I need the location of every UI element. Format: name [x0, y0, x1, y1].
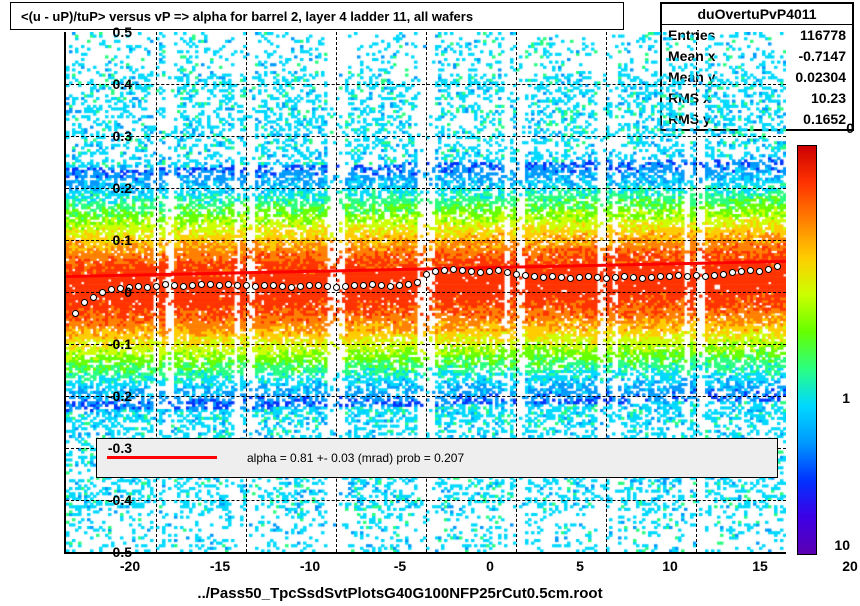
x-tick-label: -10: [300, 558, 320, 574]
profile-marker: [153, 283, 160, 290]
colorbar-label: 10: [834, 537, 850, 553]
profile-marker: [774, 263, 781, 270]
profile-marker: [765, 266, 772, 273]
x-axis-label: ../Pass50_TpcSsdSvtPlotsG40G100NFP25rCut…: [0, 585, 800, 602]
profile-marker: [513, 271, 520, 278]
stats-value: -0.7147: [799, 47, 846, 66]
profile-marker: [72, 310, 79, 317]
profile-marker: [207, 281, 214, 288]
y-tick-label: -0.5: [82, 544, 132, 560]
stats-value: 0.02304: [795, 68, 846, 87]
profile-marker: [387, 283, 394, 290]
y-tick-label: -0.3: [82, 440, 132, 456]
profile-marker: [288, 284, 295, 291]
profile-marker: [567, 275, 574, 282]
stats-value: 10.23: [811, 89, 846, 108]
profile-marker: [351, 282, 358, 289]
profile-marker: [333, 284, 340, 291]
profile-marker: [261, 282, 268, 289]
colorbar-extra-label: 0: [846, 120, 854, 136]
stats-name: duOvertuPvP4011: [662, 4, 852, 25]
y-tick-label: 0.5: [82, 24, 132, 40]
x-tick-label: 15: [752, 558, 768, 574]
x-tick-label: 10: [662, 558, 678, 574]
title-text: <(u - uP)/tuP> versus vP => alpha for ba…: [21, 9, 473, 24]
profile-marker: [252, 283, 259, 290]
profile-marker: [378, 282, 385, 289]
y-tick-label: 0.2: [82, 180, 132, 196]
profile-marker: [297, 283, 304, 290]
plot-area: -20-15-10-505101520alpha = 0.81 +- 0.03 …: [64, 32, 786, 554]
y-tick-label: -0.4: [82, 492, 132, 508]
profile-marker: [216, 282, 223, 289]
stats-value: 116778: [800, 26, 846, 45]
colorbar-label: 1: [842, 390, 850, 406]
profile-marker: [180, 283, 187, 290]
profile-marker: [711, 272, 718, 279]
x-tick-label: 20: [842, 558, 858, 574]
y-tick-label: 0.4: [82, 76, 132, 92]
profile-marker: [603, 275, 610, 282]
x-tick-label: 0: [486, 558, 494, 574]
profile-marker: [414, 279, 421, 286]
profile-marker: [135, 283, 142, 290]
x-tick-label: 5: [576, 558, 584, 574]
profile-marker: [306, 282, 313, 289]
legend-box: alpha = 0.81 +- 0.03 (mrad) prob = 0.207: [96, 438, 778, 478]
legend-text: alpha = 0.81 +- 0.03 (mrad) prob = 0.207: [247, 451, 464, 465]
x-tick-label: -20: [120, 558, 140, 574]
colorbar: [797, 145, 817, 555]
profile-marker: [720, 271, 727, 278]
profile-marker: [639, 275, 646, 282]
y-tick-label: 0.1: [82, 232, 132, 248]
legend-fit-line: [107, 456, 217, 459]
profile-marker: [234, 282, 241, 289]
profile-marker: [423, 271, 430, 278]
y-tick-label: -0.2: [82, 388, 132, 404]
stats-value: 0.1652: [803, 110, 846, 129]
y-tick-label: -0.1: [82, 336, 132, 352]
y-tick-label: 0.3: [82, 128, 132, 144]
profile-marker: [144, 284, 151, 291]
x-tick-label: -15: [210, 558, 230, 574]
profile-marker: [450, 266, 457, 273]
profile-marker: [342, 283, 349, 290]
profile-marker: [324, 283, 331, 290]
y-tick-label: 0: [82, 284, 132, 300]
x-tick-label: -5: [394, 558, 406, 574]
profile-marker: [171, 282, 178, 289]
profile-marker: [279, 283, 286, 290]
